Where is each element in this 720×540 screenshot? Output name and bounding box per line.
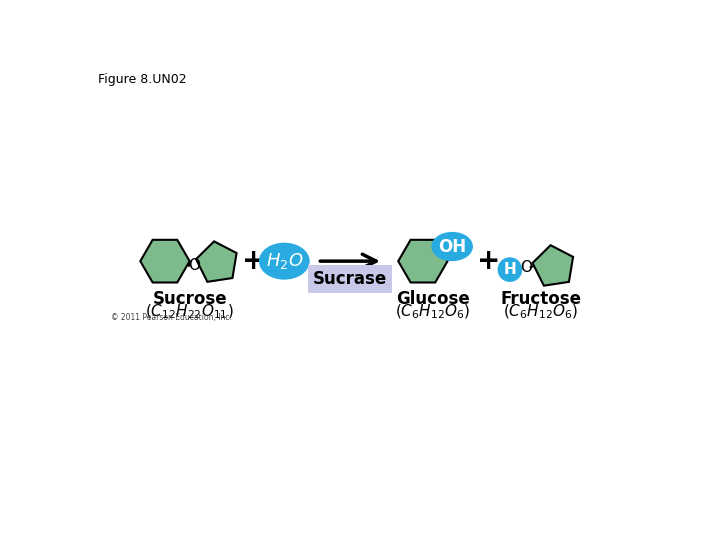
Text: $H_2O$: $H_2O$ [266,251,303,271]
Polygon shape [196,241,237,282]
Ellipse shape [259,242,310,280]
Polygon shape [533,245,573,286]
Polygon shape [140,240,189,282]
Text: Sucrose: Sucrose [152,291,227,308]
Text: ($C_6H_{12}O_6$): ($C_6H_{12}O_6$) [503,303,578,321]
Text: H: H [503,262,516,277]
Text: ($C_6H_{12}O_6$): ($C_6H_{12}O_6$) [395,303,470,321]
Text: ($C_{12}H_{22}O_{11}$): ($C_{12}H_{22}O_{11}$) [145,303,234,321]
Polygon shape [398,240,448,282]
Text: Sucrase: Sucrase [312,270,387,288]
Text: O: O [188,258,200,273]
Text: © 2011 Pearson Education, Inc.: © 2011 Pearson Education, Inc. [111,313,232,322]
Ellipse shape [431,232,473,261]
Text: Glucose: Glucose [396,291,469,308]
Text: Figure 8.UN02: Figure 8.UN02 [98,72,186,85]
Circle shape [498,257,522,282]
Text: +: + [477,247,500,275]
Text: Fructose: Fructose [500,291,581,308]
Text: +: + [242,247,265,275]
Text: OH: OH [438,238,467,255]
Text: O: O [520,260,532,275]
